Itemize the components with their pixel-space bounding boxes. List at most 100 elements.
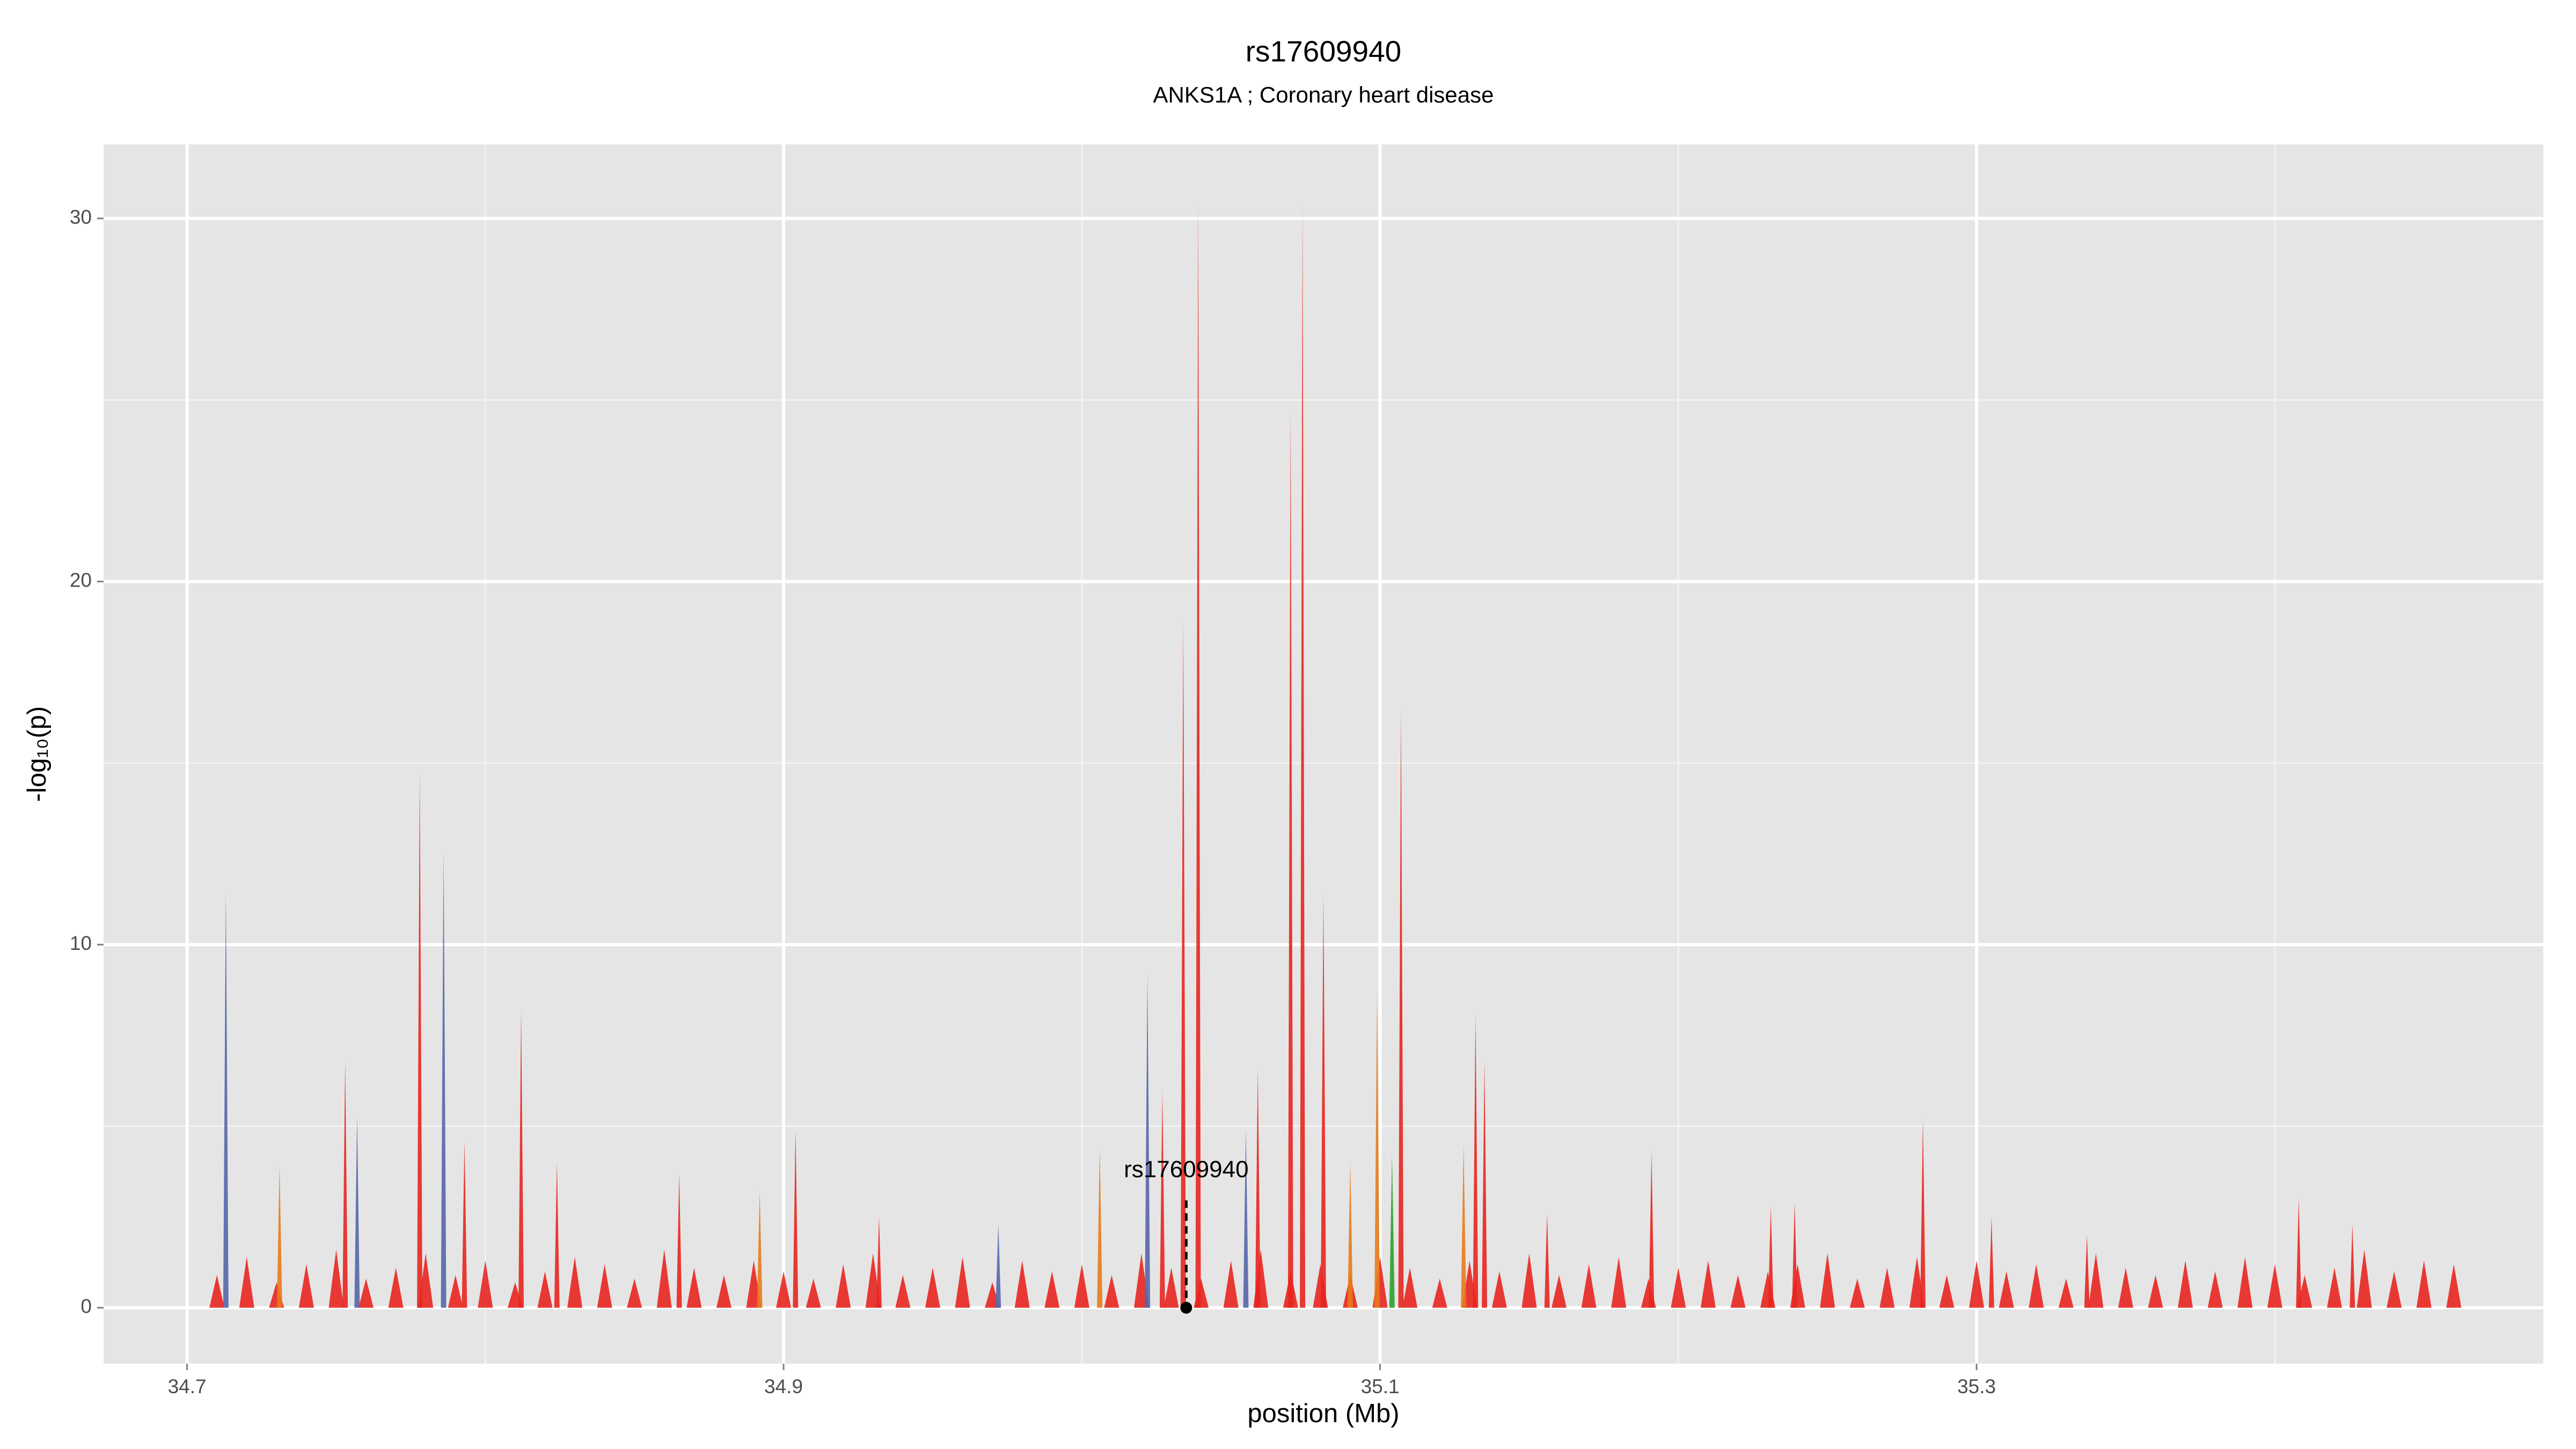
spike (209, 1275, 225, 1308)
spike (1730, 1275, 1746, 1308)
spike (2326, 1268, 2342, 1308)
y-tick-label: 0 (80, 1296, 92, 1318)
spike (1849, 1278, 1865, 1308)
spike (1544, 1213, 1550, 1308)
spike (1969, 1260, 1985, 1308)
spike (518, 1009, 524, 1308)
spike (2267, 1264, 2282, 1308)
y-tick-label: 20 (70, 569, 92, 591)
spike (239, 1257, 254, 1308)
spike (776, 1271, 792, 1308)
spike (686, 1268, 702, 1308)
spike (1792, 1202, 1798, 1308)
spike (223, 890, 229, 1308)
x-tick-label: 35.3 (1957, 1375, 1996, 1397)
spike (2029, 1264, 2044, 1308)
highlight-label: rs17609940 (1124, 1156, 1248, 1182)
spike (2237, 1257, 2253, 1308)
spike (1389, 1155, 1395, 1308)
spike (1163, 1268, 1179, 1308)
x-tick-label: 35.1 (1361, 1375, 1400, 1397)
spike (298, 1264, 314, 1308)
spike (757, 1191, 763, 1308)
spike (1491, 1271, 1507, 1308)
spike (2296, 1198, 2302, 1308)
spike (1671, 1268, 1686, 1308)
spike (328, 1249, 344, 1308)
spike (2148, 1275, 2163, 1308)
spike (1649, 1151, 1655, 1308)
spike (1180, 621, 1186, 1308)
spike (1482, 1060, 1488, 1308)
spike (441, 850, 447, 1308)
spike (656, 1249, 672, 1308)
spike (537, 1271, 553, 1308)
spike (806, 1278, 821, 1308)
spike (1552, 1275, 1567, 1308)
spike (448, 1275, 463, 1308)
spike (676, 1173, 682, 1308)
spike (388, 1268, 404, 1308)
spike (1223, 1260, 1239, 1308)
spike (462, 1140, 467, 1308)
spike (417, 770, 423, 1308)
spike (1159, 1089, 1165, 1308)
spike (1432, 1278, 1447, 1308)
spike (554, 1162, 560, 1308)
spike (2350, 1224, 2355, 1308)
spike (716, 1275, 731, 1308)
spike (597, 1264, 612, 1308)
spike (1255, 1068, 1261, 1308)
spike (1988, 1217, 1994, 1308)
spike (1321, 894, 1326, 1308)
spike (1145, 974, 1151, 1308)
spike (1999, 1271, 2014, 1308)
spike (1074, 1264, 1089, 1308)
spike (1402, 1268, 1418, 1308)
spike (1374, 992, 1380, 1308)
x-tick-label: 34.7 (168, 1375, 207, 1397)
spike (1398, 708, 1404, 1308)
spike (567, 1257, 583, 1308)
spike (1300, 203, 1306, 1308)
spike (1700, 1260, 1716, 1308)
spike (2387, 1271, 2402, 1308)
spike (1243, 1130, 1249, 1308)
spike (1521, 1253, 1537, 1308)
spike (2357, 1249, 2372, 1308)
spike (1461, 1144, 1467, 1308)
spike (955, 1257, 970, 1308)
spike (1581, 1264, 1597, 1308)
y-axis-label: -log₁₀(p) (23, 706, 52, 802)
x-tick-label: 34.9 (764, 1375, 803, 1397)
spike (836, 1264, 851, 1308)
chart-subtitle: ANKS1A ; Coronary heart disease (1153, 82, 1494, 107)
spike (876, 1217, 882, 1308)
spike (358, 1278, 374, 1308)
spike (1920, 1118, 1926, 1308)
spike (996, 1224, 1001, 1308)
spike (925, 1268, 940, 1308)
spike (1768, 1206, 1774, 1308)
spike (1879, 1268, 1895, 1308)
highlight-point (1180, 1301, 1192, 1314)
x-axis-label: position (Mb) (1247, 1399, 1399, 1428)
spike (1820, 1253, 1835, 1308)
spike (627, 1278, 642, 1308)
spike (2178, 1260, 2193, 1308)
spike (2118, 1268, 2133, 1308)
spike (2446, 1264, 2462, 1308)
spike (2084, 1235, 2090, 1308)
spike (354, 1115, 360, 1308)
spike (276, 1166, 282, 1308)
chart-title: rs17609940 (1246, 35, 1402, 68)
spike (1097, 1148, 1103, 1308)
spike (1195, 200, 1201, 1308)
spike (1044, 1271, 1060, 1308)
spike (1014, 1260, 1030, 1308)
spike (478, 1260, 493, 1308)
spike (1611, 1257, 1627, 1308)
spike (1939, 1275, 1955, 1308)
